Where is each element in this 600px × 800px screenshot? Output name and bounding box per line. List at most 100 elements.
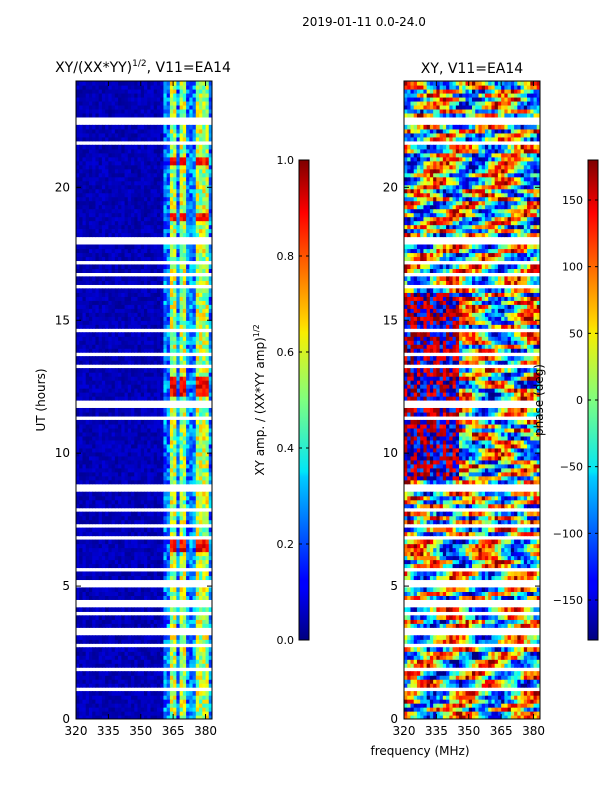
amplitude-heatmap-cell bbox=[179, 340, 184, 345]
amplitude-heatmap-cell bbox=[205, 376, 210, 381]
amplitude-heatmap-cell bbox=[95, 715, 100, 719]
amplitude-heatmap-cell bbox=[108, 427, 113, 433]
amplitude-heatmap-cell bbox=[156, 563, 161, 569]
amplitude-heatmap-cell bbox=[156, 559, 161, 565]
amplitude-heatmap-cell bbox=[98, 623, 103, 628]
amplitude-heatmap-cell bbox=[98, 463, 103, 469]
amplitude-heatmap-cell bbox=[111, 276, 116, 281]
amplitude-heatmap-cell bbox=[88, 479, 93, 485]
amplitude-heatmap-cell bbox=[208, 551, 212, 557]
amplitude-heatmap-cell bbox=[95, 671, 100, 676]
amplitude-heatmap-cell bbox=[156, 551, 161, 557]
amplitude-heatmap-cell bbox=[192, 527, 197, 533]
amplitude-heatmap-cell bbox=[150, 340, 155, 345]
amplitude-heatmap-cell bbox=[166, 208, 171, 214]
amplitude-heatmap-cell bbox=[88, 591, 93, 596]
amplitude-heatmap-cell bbox=[153, 463, 158, 469]
amplitude-heatmap-cell bbox=[179, 639, 184, 644]
amplitude-heatmap-cell bbox=[150, 503, 155, 509]
amplitude-heatmap-cell bbox=[108, 587, 113, 592]
amplitude-heatmap-cell bbox=[137, 503, 142, 509]
amplitude-heatmap-cell bbox=[92, 200, 97, 206]
amplitude-heatmap-cell bbox=[131, 499, 135, 505]
amplitude-heatmap-cell bbox=[156, 519, 161, 525]
amplitude-heatmap-cell bbox=[202, 551, 207, 557]
amplitude-heatmap-cell bbox=[182, 479, 187, 485]
amplitude-heatmap-cell bbox=[173, 300, 177, 305]
amplitude-heatmap-cell bbox=[144, 280, 148, 285]
amplitude-heatmap-row bbox=[76, 384, 212, 389]
amplitude-heatmap-row bbox=[76, 587, 212, 592]
amplitude-heatmap-cell bbox=[169, 348, 174, 353]
amplitude-heatmap-cell bbox=[121, 348, 126, 353]
amplitude-heatmap-cell bbox=[163, 256, 168, 262]
amplitude-heatmap-cell bbox=[179, 180, 184, 186]
amplitude-heatmap-cell bbox=[76, 443, 80, 449]
amplitude-heatmap-cell bbox=[134, 152, 139, 158]
amplitude-heatmap-cell bbox=[195, 479, 200, 485]
amplitude-heatmap-cell bbox=[208, 623, 212, 628]
amplitude-heatmap-cell bbox=[160, 276, 165, 281]
amplitude-heatmap-cell bbox=[195, 252, 200, 258]
amplitude-heatmap-cell bbox=[179, 356, 184, 361]
amplitude-heatmap-cell bbox=[147, 587, 152, 592]
amplitude-heatmap-cell bbox=[144, 651, 148, 656]
amplitude-heatmap-cell bbox=[192, 707, 197, 712]
amplitude-heatmap-cell bbox=[105, 176, 109, 182]
amplitude-heatmap-cell bbox=[88, 396, 93, 401]
amplitude-heatmap-cell bbox=[131, 435, 135, 441]
amplitude-heatmap-cell bbox=[208, 479, 212, 485]
amplitude-heatmap-cell bbox=[140, 288, 145, 293]
amplitude-heatmap-cell bbox=[131, 703, 135, 708]
amplitude-heatmap-cell bbox=[121, 268, 126, 273]
amplitude-heatmap-cell bbox=[192, 392, 197, 397]
amplitude-heatmap-cell bbox=[111, 703, 116, 708]
amplitude-heatmap-cell bbox=[101, 639, 106, 644]
amplitude-heatmap-cell bbox=[144, 216, 148, 222]
amplitude-heatmap-cell bbox=[186, 443, 190, 449]
amplitude-heatmap-cell bbox=[202, 304, 207, 309]
amplitude-heatmap-cell bbox=[186, 312, 190, 317]
amplitude-heatmap-cell bbox=[199, 559, 203, 565]
amplitude-heatmap-cell bbox=[127, 439, 132, 445]
amplitude-heatmap-cell bbox=[118, 675, 122, 680]
amplitude-heatmap-cell bbox=[176, 615, 181, 620]
amplitude-heatmap-cell bbox=[131, 312, 135, 317]
amplitude-heatmap-cell bbox=[85, 683, 90, 688]
amplitude-heatmap-cell bbox=[101, 208, 106, 214]
amplitude-heatmap-cell bbox=[92, 495, 97, 501]
amplitude-heatmap-cell bbox=[199, 547, 203, 553]
amplitude-heatmap-cell bbox=[166, 224, 171, 230]
amplitude-heatmap-cell bbox=[182, 304, 187, 309]
amplitude-heatmap-cell bbox=[156, 384, 161, 389]
amplitude-heatmap-cell bbox=[144, 360, 148, 365]
amplitude-heatmap-cell bbox=[121, 519, 126, 525]
amplitude-heatmap-cell bbox=[79, 224, 84, 230]
amplitude-heatmap-cell bbox=[134, 228, 139, 234]
amplitude-heatmap-cell bbox=[173, 475, 177, 481]
amplitude-heatmap-cell bbox=[88, 563, 93, 569]
amplitude-heatmap-cell bbox=[208, 639, 212, 644]
amplitude-heatmap-cell bbox=[124, 308, 129, 313]
amplitude-heatmap-cell bbox=[205, 679, 210, 684]
amplitude-heatmap-cell bbox=[199, 156, 203, 162]
amplitude-heatmap-cell bbox=[195, 176, 200, 182]
amplitude-heatmap-cell bbox=[137, 360, 142, 365]
amplitude-heatmap-cell bbox=[202, 280, 207, 285]
amplitude-heatmap-cell bbox=[169, 619, 174, 624]
amplitude-heatmap-cell bbox=[127, 180, 132, 186]
amplitude-heatmap-cell bbox=[160, 380, 165, 385]
amplitude-heatmap-cell bbox=[118, 320, 122, 325]
amplitude-heatmap-cell bbox=[189, 152, 194, 158]
amplitude-heatmap-cell bbox=[92, 647, 97, 652]
amplitude-heatmap-cell bbox=[205, 707, 210, 712]
amplitude-heatmap-cell bbox=[163, 471, 168, 477]
amplitude-heatmap-cell bbox=[79, 388, 84, 393]
amplitude-heatmap-cell bbox=[189, 499, 194, 505]
amplitude-heatmap-cell bbox=[131, 615, 135, 620]
amplitude-heatmap-cell bbox=[199, 208, 203, 214]
amplitude-heatmap-cell bbox=[88, 439, 93, 445]
amplitude-heatmap-cell bbox=[163, 711, 168, 716]
amplitude-heatmap-cell bbox=[140, 160, 145, 166]
amplitude-heatmap-cell bbox=[189, 411, 194, 417]
